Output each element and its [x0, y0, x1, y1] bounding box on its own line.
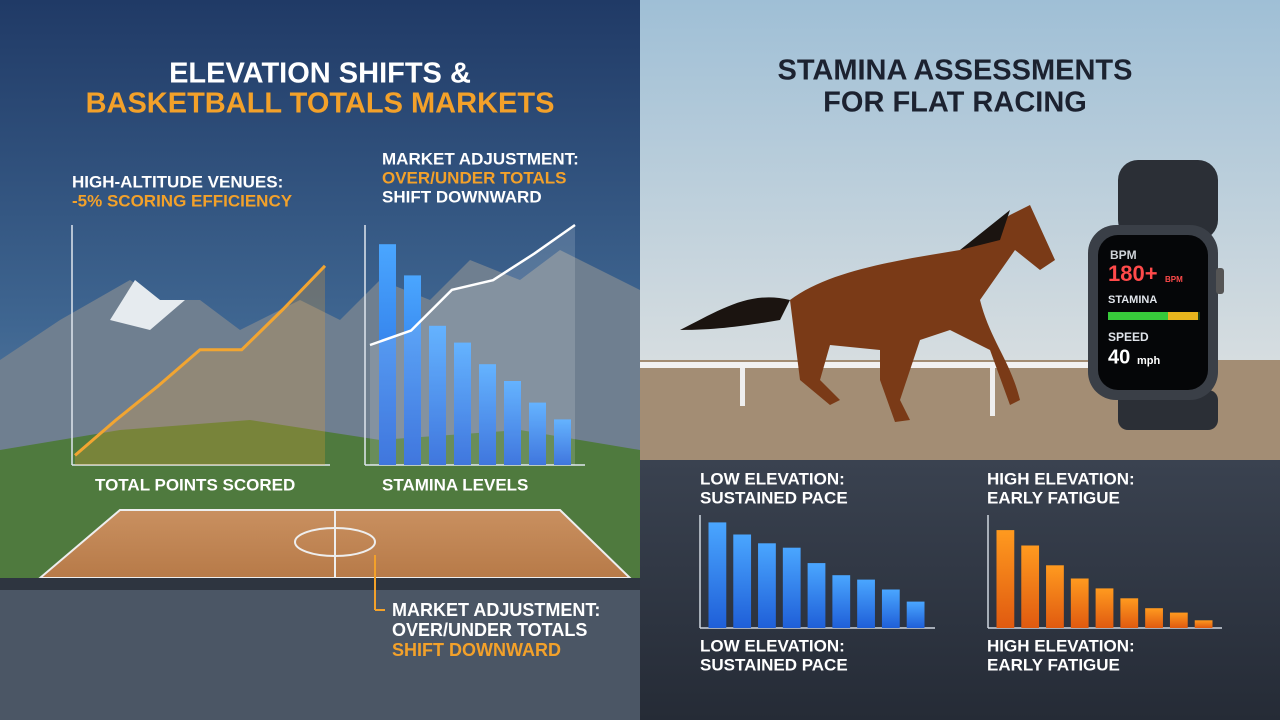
- bar: [733, 534, 752, 628]
- area: [370, 225, 575, 465]
- bar: [554, 419, 571, 465]
- bar: [708, 522, 727, 628]
- floor: [0, 590, 640, 720]
- bar: [1095, 588, 1114, 628]
- horse: [680, 205, 1055, 422]
- bar: [996, 530, 1015, 628]
- chart-label: LOW ELEVATION:: [700, 469, 845, 488]
- rail-post: [740, 368, 745, 406]
- line: [74, 264, 327, 457]
- rail-post: [990, 368, 995, 416]
- bar: [1169, 612, 1188, 628]
- chart-label: HIGH ELEVATION:: [987, 469, 1135, 488]
- smartwatch: [1088, 160, 1224, 430]
- area: [75, 265, 325, 465]
- bar: [1194, 620, 1213, 628]
- chart-label: STAMINA LEVELS: [382, 475, 528, 494]
- watch-value: 40: [1108, 346, 1130, 368]
- bar: [1021, 545, 1040, 628]
- chart-label: TOTAL POINTS SCORED: [95, 475, 295, 494]
- court-edge: [0, 578, 640, 590]
- label: SHIFT DOWNWARD: [382, 187, 542, 206]
- rail: [640, 362, 1100, 368]
- watch-label: SPEED: [1108, 330, 1149, 344]
- label: OVER/UNDER TOTALS: [382, 168, 567, 187]
- watch-label: BPM: [1110, 248, 1137, 262]
- watch-value: 180+: [1108, 261, 1158, 286]
- line: [369, 223, 576, 347]
- bar: [881, 589, 900, 628]
- bar: [504, 381, 521, 465]
- bar: [1120, 598, 1139, 628]
- label: MARKET ADJUSTMENT:: [392, 600, 600, 620]
- bar: [379, 244, 396, 465]
- title: BASKETBALL TOTALS MARKETS: [86, 88, 555, 120]
- watch-label: STAMINA: [1108, 294, 1157, 306]
- bar: [1046, 565, 1064, 628]
- title: ELEVATION SHIFTS &: [169, 58, 471, 90]
- bar: [857, 579, 875, 628]
- chart-label: SUSTAINED PACE: [700, 488, 848, 507]
- watch-unit: BPM: [1165, 275, 1183, 284]
- chart-label: EARLY FATIGUE: [987, 488, 1120, 507]
- bar: [782, 547, 801, 628]
- bar: [454, 342, 471, 465]
- bar: [429, 325, 446, 465]
- caption: HIGH ELEVATION:: [987, 636, 1135, 655]
- label: SHIFT DOWNWARD: [392, 640, 561, 660]
- bar: [479, 364, 496, 465]
- bar: [807, 563, 826, 628]
- caption: LOW ELEVATION:: [700, 636, 845, 655]
- title: STAMINA ASSESSMENTS: [777, 55, 1132, 87]
- caption: SUSTAINED PACE: [700, 655, 848, 674]
- watch-unit: mph: [1137, 355, 1161, 367]
- bar: [758, 543, 776, 628]
- label: OVER/UNDER TOTALS: [392, 620, 587, 640]
- label: HIGH-ALTITUDE VENUES:: [72, 172, 283, 191]
- bar: [1070, 578, 1089, 628]
- label: MARKET ADJUSTMENT:: [382, 149, 579, 168]
- bar: [529, 402, 546, 465]
- bar: [404, 275, 421, 465]
- bar: [1145, 608, 1163, 628]
- title: FOR FLAT RACING: [823, 87, 1087, 119]
- bar: [832, 575, 851, 628]
- caption: EARLY FATIGUE: [987, 655, 1120, 674]
- snow: [110, 280, 185, 330]
- label: -5% SCORING EFFICIENCY: [72, 191, 293, 210]
- bar: [906, 601, 925, 628]
- court-circle: [294, 527, 376, 557]
